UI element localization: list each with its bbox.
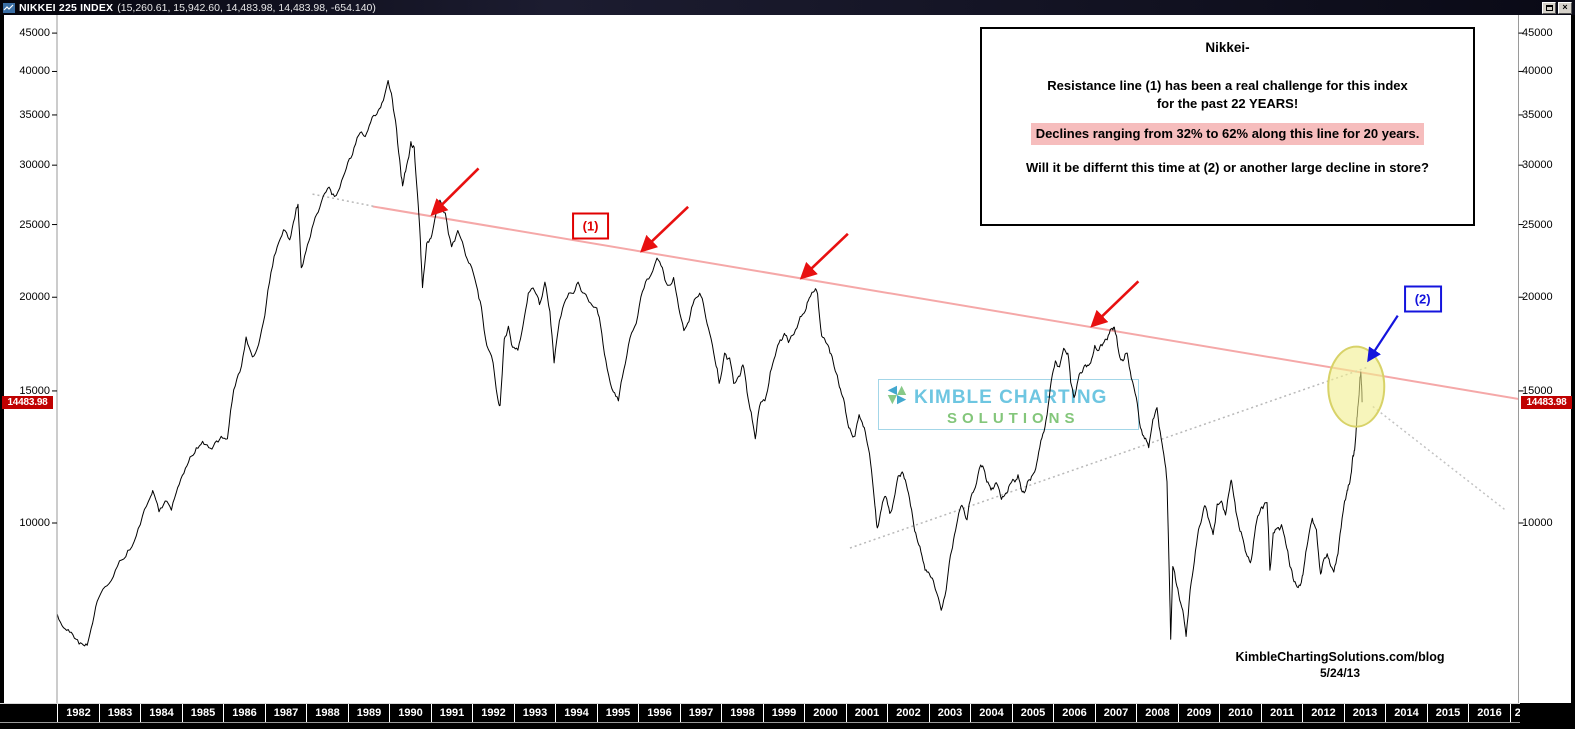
x-axis-year-label: 2014 (1385, 704, 1427, 722)
x-axis-year-label: 1983 (98, 704, 141, 722)
note-body-line1: Resistance line (1) has been a real chal… (1047, 78, 1408, 93)
y-axis-label: 10000 (1522, 517, 1553, 529)
x-axis-year-label: 1985 (181, 704, 224, 722)
resistance-line-1 (372, 205, 1518, 400)
analysis-note-box: Nikkei- Resistance line (1) has been a r… (980, 27, 1475, 226)
x-axis-year-label: 1995 (596, 704, 639, 722)
resistance-touch-arrow (1090, 280, 1140, 328)
resistance-touch-arrow (799, 232, 849, 280)
highlight-ellipse (1327, 345, 1386, 428)
y-axis-label: 20000 (1522, 291, 1553, 304)
note-title: Nikkei- (1205, 40, 1250, 55)
x-axis-year-label: 2006 (1053, 704, 1095, 722)
point2-arrow (1367, 315, 1399, 363)
x-axis-year-label: 1992 (472, 704, 514, 722)
lower-projection-line (1372, 405, 1507, 511)
price-line (57, 80, 1363, 647)
x-axis-year-label: 1984 (140, 704, 182, 722)
last-price-tag-left: 14483.98 (2, 395, 53, 409)
x-axis-year-label: 1988 (306, 704, 348, 722)
x-axis-year-label: 2007 (1094, 704, 1137, 722)
x-axis-year-label: 2013 (1343, 704, 1386, 722)
credit-site: KimbleChartingSolutions.com/blog (1235, 650, 1445, 664)
y-axis-label: 30000 (1522, 159, 1553, 172)
kimble-logo-icon (885, 383, 909, 412)
note-question: Will it be differnt this time at (2) or … (1026, 160, 1429, 175)
resistance-line-label-1: (1) (571, 212, 610, 240)
last-price-tag-right: 14483.98 (1521, 395, 1572, 409)
x-axis-year-label: 2002 (887, 704, 929, 722)
x-axis-year-row: 1982 1983 1984 1985 1986 1987 1988 1989 1990 1991… (0, 703, 1520, 723)
x-axis-year-label: 1998 (721, 704, 763, 722)
restore-button[interactable] (1542, 1, 1556, 14)
window-title-values: (15,260.61, 15,942.60, 14,483.98, 14,483… (117, 1, 376, 14)
x-axis-strip (0, 703, 1575, 723)
app-icon (3, 2, 15, 13)
x-axis-year-label: 1989 (347, 704, 390, 722)
x-axis-year-label: 2011 (1260, 704, 1303, 722)
y-axis-label: 20000 (19, 291, 50, 304)
chart-credit: KimbleChartingSolutions.com/blog 5/24/13 (1222, 650, 1458, 680)
watermark-line2: SOLUTIONS (947, 410, 1080, 427)
x-axis-year-label: 1987 (264, 704, 307, 722)
x-axis-year-label: 1996 (638, 704, 680, 722)
y-axis-label: 10000 (19, 517, 50, 529)
close-button[interactable]: × (1558, 1, 1572, 14)
window-titlebar[interactable]: NIKKEI 225 INDEX (15,260.61, 15,942.60, … (0, 0, 1575, 15)
x-axis-year-label: 1999 (762, 704, 805, 722)
x-axis-year-label: 2009 (1177, 704, 1220, 722)
x-axis-year-label: 2008 (1136, 704, 1178, 722)
x-axis-year-label: 2010 (1219, 704, 1261, 722)
x-axis-year-label: 2004 (970, 704, 1012, 722)
x-axis-year-label: 2012 (1302, 704, 1344, 722)
x-axis-year-label: 1982 (57, 704, 99, 722)
y-axis-label: 45000 (19, 27, 50, 40)
y-axis-label: 30000 (19, 159, 50, 172)
note-highlight: Declines ranging from 32% to 62% along t… (1030, 123, 1425, 145)
target-point-label-2: (2) (1403, 285, 1442, 313)
x-axis-year-label: 1990 (389, 704, 431, 722)
y-axis-label: 35000 (19, 108, 50, 121)
x-axis-year-label: 2001 (845, 704, 888, 722)
note-body-line2: for the past 22 YEARS! (1156, 96, 1299, 111)
x-axis-year-label-partial: 2 (1509, 704, 1520, 722)
x-axis-year-label: 1991 (430, 704, 473, 722)
y-axis-label: 25000 (1522, 218, 1553, 231)
resistance-touch-arrow (430, 167, 480, 217)
rising-support-line (849, 366, 1369, 549)
y-axis-label: 40000 (1522, 65, 1553, 78)
watermark-line1: KIMBLE CHARTING (914, 386, 1108, 408)
x-axis-year-label: 2016 (1468, 704, 1510, 722)
x-axis-year-label: 2003 (928, 704, 971, 722)
x-axis-year-label: 2000 (804, 704, 846, 722)
y-axis-label: 15000 (19, 384, 50, 397)
y-axis-label: 25000 (19, 218, 50, 231)
x-axis-year-label: 1993 (513, 704, 556, 722)
y-axis-label: 15000 (1522, 384, 1553, 397)
y-axis-label: 45000 (1522, 27, 1553, 40)
x-axis-year-label: 2015 (1426, 704, 1469, 722)
x-axis-year-label: 2005 (1011, 704, 1054, 722)
credit-date: 5/24/13 (1319, 666, 1361, 680)
y-axis-label: 40000 (19, 65, 50, 78)
x-axis-year-label: 1986 (223, 704, 265, 722)
watermark: KIMBLE CHARTING SOLUTIONS (878, 379, 1139, 430)
restore-icon (1545, 4, 1553, 11)
resistance-touch-arrow (640, 205, 689, 253)
x-axis-year-label: 1997 (679, 704, 722, 722)
window-title-symbol: NIKKEI 225 INDEX (19, 1, 114, 14)
y-axis-label: 35000 (1522, 108, 1553, 121)
x-axis-year-label: 1994 (555, 704, 597, 722)
